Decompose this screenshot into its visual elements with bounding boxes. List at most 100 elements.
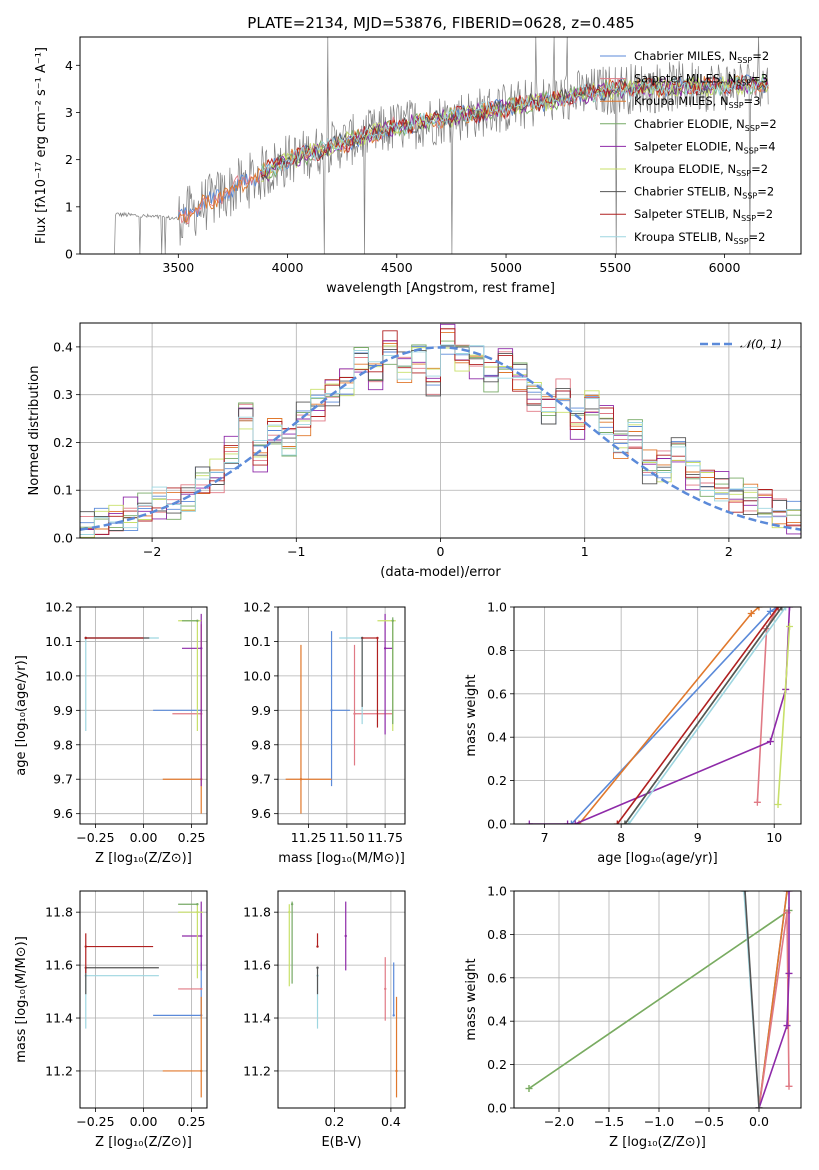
x-tick-label: −2.0 bbox=[544, 1114, 574, 1129]
y-tick-label: 10.0 bbox=[45, 668, 73, 683]
age-vs-mass-plot-area bbox=[285, 613, 396, 814]
mass-vs-ebv-frame bbox=[277, 890, 406, 1109]
x-tick-label: −1.0 bbox=[644, 1114, 674, 1129]
x-tick-label: 0.2 bbox=[324, 1114, 344, 1129]
y-tick-label: 2 bbox=[65, 152, 73, 167]
mass-vs-ebv-grid bbox=[278, 891, 405, 1108]
y-tick-label: 0.0 bbox=[53, 531, 73, 546]
weight-line bbox=[528, 909, 790, 1090]
weight-line bbox=[758, 891, 790, 1108]
y-tick-label: 11.6 bbox=[45, 958, 73, 973]
x-tick-label: 6000 bbox=[709, 260, 741, 275]
mass-vs-z-frame bbox=[79, 890, 208, 1109]
errorbar-point bbox=[181, 619, 199, 622]
y-tick-label: 0.4 bbox=[487, 730, 507, 745]
data-point bbox=[84, 636, 87, 640]
weight-vs-z-ylabel: mass weight bbox=[464, 958, 479, 1040]
residual-frame bbox=[79, 322, 802, 539]
weight-marker bbox=[785, 891, 793, 895]
data-point bbox=[384, 987, 387, 991]
data-point bbox=[395, 1069, 398, 1073]
y-tick-label: 0.0 bbox=[487, 817, 507, 832]
x-tick-label: 4000 bbox=[272, 260, 304, 275]
x-tick-label: 1 bbox=[581, 544, 589, 559]
x-tick-label: 0.00 bbox=[130, 830, 158, 845]
weight-vs-age-xlabel: age [log₁₀(age/yr)] bbox=[597, 851, 718, 866]
weight-marker bbox=[778, 607, 786, 611]
errorbar-point bbox=[392, 962, 395, 1017]
y-tick-label: 10.1 bbox=[45, 634, 73, 649]
errorbar-point bbox=[360, 636, 364, 707]
y-tick-label: 11.2 bbox=[243, 1063, 271, 1078]
plot-layer: 3500 4000 4500 5000 5500 6000 0 1 2 3 4 wavelength … bbox=[14, 36, 802, 1150]
x-tick-label: 3500 bbox=[162, 260, 194, 275]
y-tick-label: 0.2 bbox=[53, 435, 73, 450]
mass-vs-ebv-axes: 0.2 0.4 11.2 11.4 11.6 11.8 E(B-V) bbox=[243, 890, 406, 1150]
weight-marker bbox=[621, 820, 629, 824]
y-tick-label: 9.8 bbox=[251, 737, 271, 752]
weight-marker bbox=[740, 891, 748, 895]
data-point bbox=[288, 910, 291, 914]
spectrum-ylabel: Flux [fλ10⁻¹⁷ erg cm⁻² s⁻¹ A⁻¹] bbox=[34, 47, 49, 244]
x-tick-label: 8 bbox=[617, 830, 625, 845]
weight-marker bbox=[755, 1104, 763, 1108]
y-tick-label: 11.2 bbox=[45, 1063, 73, 1078]
weight-vs-z-grid bbox=[514, 890, 801, 1109]
age-vs-mass-grid bbox=[278, 606, 405, 824]
data-point bbox=[316, 966, 319, 969]
legend-label: 𝒩(0, 1) bbox=[740, 337, 782, 351]
x-tick-label: 7 bbox=[541, 830, 549, 845]
residual-ylabel: Normed distribution bbox=[27, 366, 42, 496]
y-tick-label: 10.1 bbox=[243, 634, 271, 649]
y-tick-label: 0.2 bbox=[487, 1057, 507, 1072]
legend-label: Chabrier MILES, NSSP=2 bbox=[634, 49, 769, 65]
x-tick-label: 0.00 bbox=[130, 1114, 158, 1129]
y-tick-label: 11.8 bbox=[243, 905, 271, 920]
weight-marker bbox=[785, 1082, 793, 1090]
spectrum-axes: 3500 4000 4500 5000 5500 6000 0 1 2 3 4 wavelength … bbox=[34, 36, 802, 296]
errorbar-point bbox=[288, 904, 291, 987]
errorbar-point bbox=[353, 644, 393, 766]
weight-marker bbox=[783, 1022, 791, 1030]
errorbar-point bbox=[162, 996, 203, 1098]
residual-plot-area bbox=[80, 323, 801, 538]
figure-title: PLATE=2134, MJD=53876, FIBERID=0628, z=0… bbox=[247, 14, 634, 32]
x-tick-label: −0.25 bbox=[76, 830, 114, 845]
weight-marker bbox=[774, 800, 782, 808]
weight-line bbox=[744, 891, 760, 1108]
mass-vs-z-plot-area bbox=[84, 901, 204, 1098]
x-tick-label: 9 bbox=[694, 830, 702, 845]
x-tick-label: 11.50 bbox=[329, 830, 365, 845]
x-tick-label: 0 bbox=[437, 544, 445, 559]
weight-marker bbox=[747, 610, 755, 618]
errorbar-point bbox=[181, 901, 203, 971]
y-tick-label: 1 bbox=[65, 199, 73, 214]
age-vs-mass-xlabel: mass [log₁₀(M/M⊙)] bbox=[278, 851, 405, 866]
x-tick-label: −2 bbox=[143, 544, 161, 559]
x-tick-label: 10 bbox=[766, 830, 782, 845]
legend-label: Chabrier STELIB, NSSP=2 bbox=[634, 185, 774, 201]
data-point bbox=[376, 636, 379, 640]
errorbar-point bbox=[178, 987, 203, 991]
data-point bbox=[392, 1014, 395, 1017]
y-tick-label: 9.8 bbox=[53, 737, 73, 752]
y-tick-label: 10.0 bbox=[243, 668, 271, 683]
y-tick-label: 0.4 bbox=[53, 339, 73, 354]
y-tick-label: 0.6 bbox=[487, 686, 507, 701]
y-tick-label: 0.0 bbox=[487, 1101, 507, 1116]
residual-xlabel: (data-model)/error bbox=[380, 565, 501, 580]
weight-vs-age-frame bbox=[513, 606, 802, 825]
x-tick-label: 0.0 bbox=[749, 1114, 769, 1129]
weight-line bbox=[628, 607, 787, 824]
age-vs-z-frame bbox=[79, 606, 208, 825]
weight-marker bbox=[774, 607, 782, 611]
weight-marker bbox=[525, 820, 533, 824]
errorbar-point bbox=[391, 617, 394, 725]
weight-line bbox=[777, 626, 791, 805]
x-tick-label: 0.25 bbox=[178, 830, 206, 845]
x-tick-label: 2 bbox=[725, 544, 733, 559]
errorbar-point bbox=[162, 624, 203, 814]
weight-vs-z-plot-area bbox=[525, 891, 793, 1108]
weight-vs-z-frame bbox=[513, 890, 802, 1109]
errorbar-point bbox=[362, 636, 379, 728]
